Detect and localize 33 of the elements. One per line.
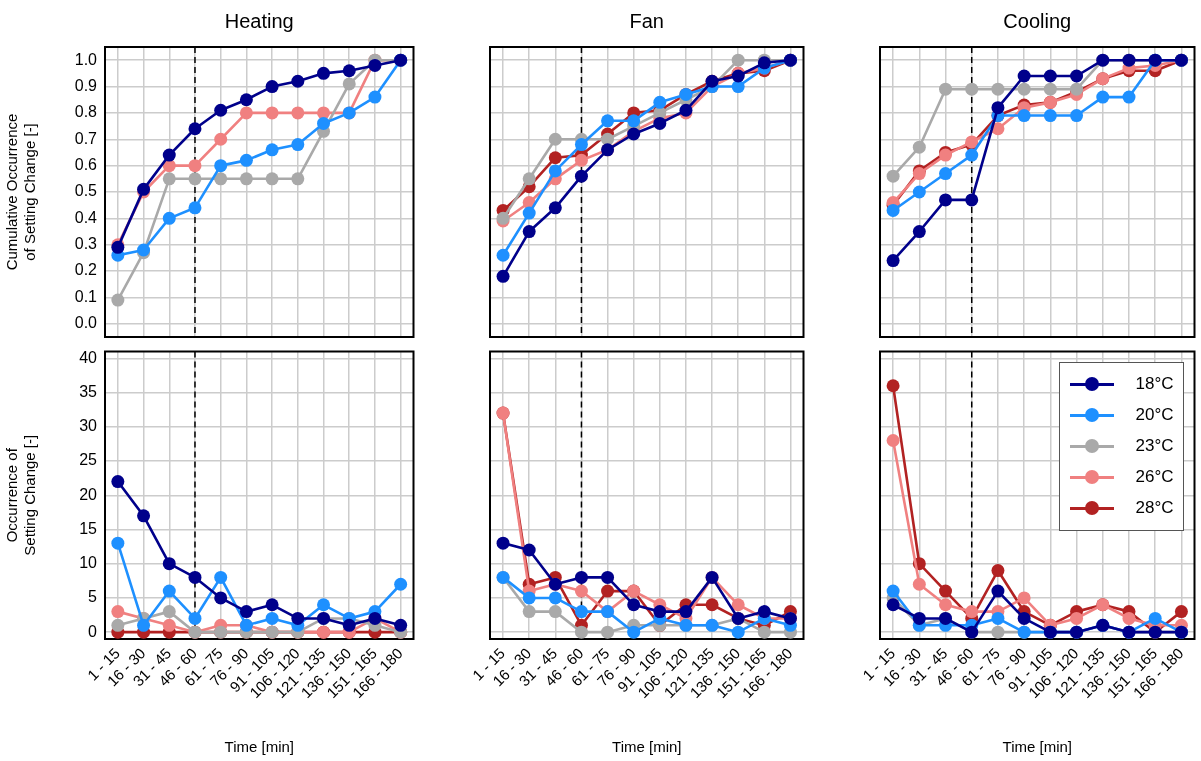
y-tick-label: 0.7 — [74, 129, 98, 147]
y-tick-label: 0.9 — [74, 76, 98, 94]
legend-label: 26°C — [1135, 467, 1174, 487]
y-tick-label: 35 — [79, 382, 98, 400]
x-axis-title: Time [min] — [612, 738, 682, 756]
y-tick-label: 0.5 — [74, 182, 98, 200]
legend-label: 18°C — [1135, 374, 1174, 394]
y-tick-label: 10 — [79, 554, 98, 572]
x-axis-title: Time [min] — [1002, 738, 1072, 756]
y-tick-label: 15 — [79, 519, 98, 537]
y-tick-label: 20 — [79, 485, 98, 503]
y-tick-label: 0.1 — [74, 287, 98, 305]
x-axis-title: Time [min] — [224, 738, 294, 756]
y-tick-label: 0.0 — [74, 314, 98, 332]
y-tick-label: 0 — [88, 622, 98, 640]
chart-title: Cooling — [1003, 9, 1072, 32]
chart-title: Fan — [629, 9, 664, 32]
y-tick-label: 25 — [79, 451, 98, 469]
y-axis-title: Cumulative Occurrence of Setting Change [-] — [3, 113, 39, 271]
y-axis-title: Occurrence of Setting Change [-] — [3, 434, 39, 556]
legend-label: 28°C — [1135, 498, 1174, 518]
chart-title: Heating — [224, 9, 294, 32]
y-tick-label: 0.8 — [74, 103, 98, 121]
y-tick-label: 40 — [79, 348, 98, 366]
y-tick-label: 0.3 — [74, 235, 98, 253]
y-tick-label: 30 — [79, 417, 98, 435]
y-tick-label: 5 — [88, 588, 98, 606]
legend-label: 23°C — [1135, 436, 1174, 456]
y-tick-label: 0.2 — [74, 261, 98, 279]
y-tick-label: 0.6 — [74, 156, 98, 174]
legend-label: 20°C — [1135, 405, 1174, 425]
y-tick-label: 1.0 — [74, 50, 98, 68]
y-tick-label: 0.4 — [74, 208, 98, 226]
